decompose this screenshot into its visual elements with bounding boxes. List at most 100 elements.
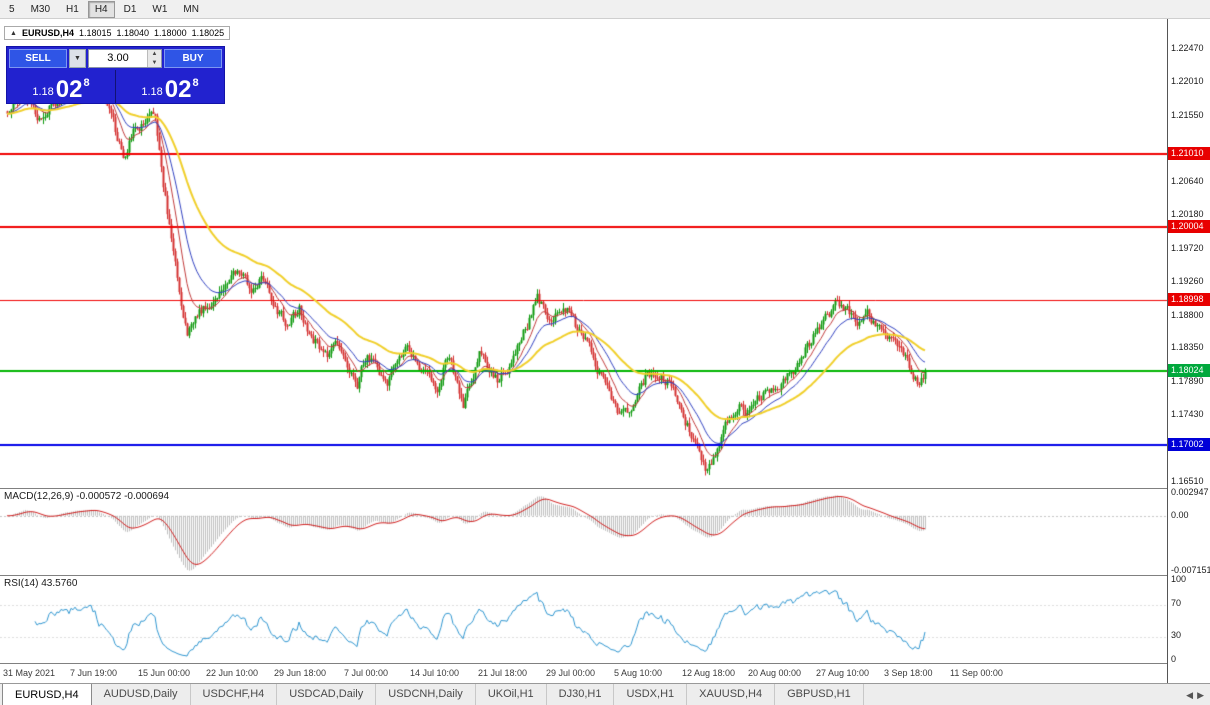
charts-column: ▲ EURUSD,H4 1.18015 1.18040 1.18000 1.18… (0, 19, 1167, 686)
time-axis-label: 21 Jul 18:00 (478, 668, 528, 678)
price-line-tag[interactable]: 1.18024 (1168, 364, 1210, 377)
price-tick: 1.17890 (1171, 375, 1204, 386)
quote-high: 1.18040 (116, 28, 150, 38)
price-line-tag[interactable]: 1.21010 (1168, 147, 1210, 161)
price-tick: 1.19260 (1171, 276, 1204, 287)
lot-size-stepper: ▲ ▼ (147, 50, 161, 67)
order-type-dropdown[interactable]: ▼ (69, 49, 86, 68)
trade-controls-row: SELL ▼ 3.00 ▲ ▼ BUY (7, 47, 224, 70)
rsi-panel: RSI(14) 43.5760 (0, 576, 1167, 664)
timeframe-toolbar: 5 M30 H1 H4 D1 W1 MN (0, 0, 1210, 19)
price-tick: 1.19720 (1171, 242, 1204, 253)
timeframe-button-5[interactable]: 5 (9, 3, 15, 15)
sell-price-big: 02 (55, 76, 83, 103)
time-axis-label: 7 Jul 00:00 (344, 668, 389, 678)
trade-prices-row: 1.18 02 8 1.18 02 8 (7, 70, 224, 103)
chart-tab-usdcnh-daily[interactable]: USDCNH,Daily (376, 684, 476, 705)
time-axis-label: 3 Sep 18:00 (884, 668, 933, 678)
chart-tab-audusd-daily[interactable]: AUDUSD,Daily (92, 684, 191, 705)
macd-axis-label: -0.007151 (1171, 565, 1210, 575)
price-tick: 1.16510 (1171, 476, 1204, 486)
time-axis-label: 14 Jul 10:00 (410, 668, 460, 678)
time-axis-label: 7 Jun 19:00 (70, 668, 118, 678)
timeframe-button-w1[interactable]: W1 (152, 3, 168, 15)
chart-tab-ukoil-h1[interactable]: UKOil,H1 (476, 684, 547, 705)
collapse-panel-icon[interactable]: ▲ (10, 29, 17, 37)
quote-open: 1.18015 (78, 28, 112, 38)
sell-price-prefix: 1.18 (32, 86, 54, 98)
price-tick: 1.22010 (1171, 76, 1204, 87)
buy-price-big: 02 (164, 76, 192, 103)
main-chart-panel: ▲ EURUSD,H4 1.18015 1.18040 1.18000 1.18… (0, 19, 1167, 489)
chart-tab-usdchf-h4[interactable]: USDCHF,H4 (191, 684, 278, 705)
time-axis-label: 11 Sep 00:00 (950, 668, 1003, 678)
rsi-axis-label: 70 (1171, 598, 1182, 608)
time-axis-label: 20 Aug 00:00 (748, 668, 802, 678)
quote-symbol: EURUSD,H4 (21, 28, 74, 38)
buy-price-prefix: 1.18 (141, 86, 163, 98)
chart-workspace: ▲ EURUSD,H4 1.18015 1.18040 1.18000 1.18… (0, 19, 1210, 686)
rsi-canvas[interactable] (0, 576, 1167, 662)
price-line-tag[interactable]: 1.17002 (1168, 438, 1210, 452)
price-tick: 1.18350 (1171, 342, 1204, 353)
time-axis-label: 27 Aug 10:00 (816, 668, 870, 678)
buy-button[interactable]: BUY (164, 49, 222, 68)
timeframe-button-mn[interactable]: MN (183, 3, 199, 15)
sell-button[interactable]: SELL (9, 49, 67, 68)
price-tick: 1.22470 (1171, 43, 1204, 53)
price-axis: 1.22470 1.22010 1.21550 1.20640 1.20180 1.197… (1167, 19, 1210, 683)
buy-price-display[interactable]: 1.18 02 8 (115, 70, 224, 103)
time-axis-label: 29 Jul 00:00 (546, 668, 596, 678)
time-axis-label: 22 Jun 10:00 (206, 668, 259, 678)
rsi-axis-label: 0 (1171, 654, 1177, 664)
macd-canvas[interactable] (0, 489, 1167, 574)
macd-panel: MACD(12,26,9) -0.000572 -0.000694 (0, 489, 1167, 576)
timeframe-button-h4[interactable]: H4 (87, 0, 115, 18)
rsi-axis-label: 100 (1171, 574, 1187, 584)
tab-scroll-arrows: ◀ ▶ (1180, 684, 1210, 705)
time-axis-label: 29 Jun 18:00 (274, 668, 327, 678)
timeframe-button-h1[interactable]: H1 (66, 3, 79, 15)
one-click-trading-panel: SELL ▼ 3.00 ▲ ▼ BUY (6, 46, 225, 104)
price-tick: 1.20640 (1171, 175, 1204, 186)
spin-up-icon[interactable]: ▲ (148, 50, 161, 59)
macd-label: MACD(12,26,9) -0.000572 -0.000694 (4, 491, 170, 502)
chart-tab-usdx-h1[interactable]: USDX,H1 (614, 684, 688, 705)
quote-close: 1.18025 (191, 28, 225, 38)
chart-tab-dj30-h1[interactable]: DJ30,H1 (547, 684, 615, 705)
timeframe-button-m30[interactable]: M30 (30, 3, 51, 15)
tab-scroll-left-icon[interactable]: ◀ (1186, 690, 1194, 700)
quote-box: ▲ EURUSD,H4 1.18015 1.18040 1.18000 1.18… (4, 26, 231, 40)
quote-low: 1.18000 (154, 28, 187, 38)
lot-size-input[interactable]: 3.00 (107, 52, 129, 64)
sell-price-display[interactable]: 1.18 02 8 (7, 70, 115, 103)
price-tick: 1.18800 (1171, 309, 1204, 320)
price-line-tag[interactable]: 1.18998 (1168, 293, 1210, 307)
rsi-label: RSI(14) 43.5760 (4, 578, 78, 589)
chevron-down-icon: ▼ (74, 55, 81, 62)
chart-tab-xauusd-h4[interactable]: XAUUSD,H4 (687, 684, 776, 705)
chart-tabs-bar: EURUSD,H4 AUDUSD,Daily USDCHF,H4 USDCAD,Dai… (0, 683, 1210, 705)
chart-tab-usdcad-daily[interactable]: USDCAD,Daily (277, 684, 377, 705)
macd-axis-label: 0.00 (1171, 509, 1189, 520)
macd-axis-label: 0.002947 (1171, 487, 1209, 497)
lot-size-field: 3.00 ▲ ▼ (88, 49, 162, 68)
rsi-axis-label: 30 (1171, 630, 1182, 640)
price-tick: 1.21550 (1171, 109, 1204, 120)
time-axis: 31 May 2021 7 Jun 19:00 15 Jun 00:00 22 Jun… (0, 664, 1167, 686)
timeframe-button-d1[interactable]: D1 (123, 3, 137, 15)
spin-down-icon[interactable]: ▼ (148, 58, 161, 67)
sell-price-sup: 8 (83, 77, 90, 89)
time-axis-label: 5 Aug 10:00 (614, 668, 663, 678)
buy-price-sup: 8 (192, 77, 199, 89)
chart-tab-gbpusd-h1[interactable]: GBPUSD,H1 (775, 684, 864, 705)
chart-tab-eurusd-h4[interactable]: EURUSD,H4 (2, 684, 92, 705)
price-line-tag[interactable]: 1.20004 (1168, 220, 1210, 234)
tab-scroll-right-icon[interactable]: ▶ (1197, 690, 1204, 700)
price-tick: 1.20180 (1171, 209, 1204, 220)
price-tick: 1.17430 (1171, 409, 1204, 420)
time-axis-label: 31 May 2021 (3, 668, 56, 678)
time-axis-label: 12 Aug 18:00 (682, 668, 736, 678)
time-axis-label: 15 Jun 00:00 (138, 668, 191, 678)
